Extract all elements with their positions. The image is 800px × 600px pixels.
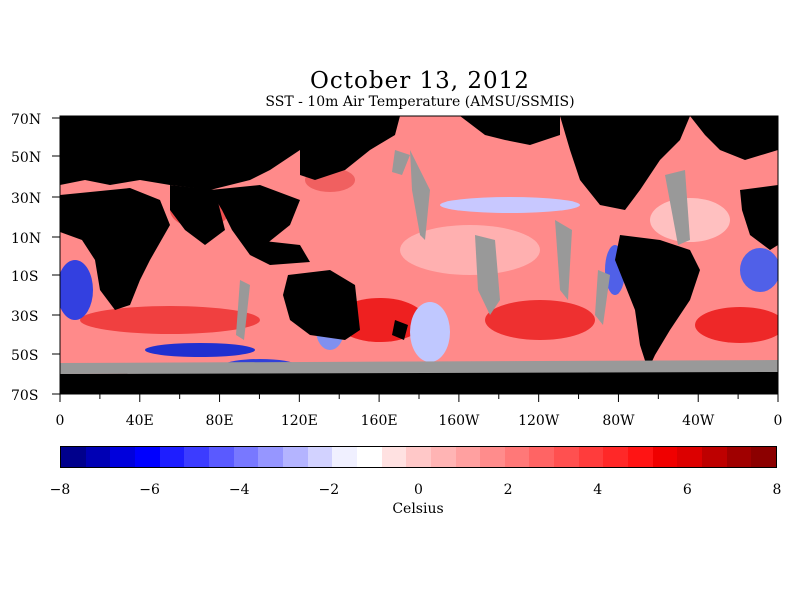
anomaly-patches <box>60 168 778 378</box>
colorbar-swatch <box>110 447 135 467</box>
colorbar-swatch <box>307 447 333 467</box>
lat-label: 30N <box>11 191 42 207</box>
colorbar-units: Celsius <box>392 501 444 517</box>
lon-label: 40E <box>125 413 154 429</box>
lat-label: 50S <box>11 348 39 364</box>
lat-label: 10S <box>11 269 39 285</box>
colorbar-swatch <box>529 447 555 467</box>
lon-label: 0 <box>773 413 783 429</box>
colorbar <box>60 446 777 468</box>
colorbar-swatch <box>208 447 234 467</box>
colorbar-swatch <box>603 447 629 467</box>
colorbar-tick-label: 4 <box>593 482 603 498</box>
colorbar-tick-label: 0 <box>414 482 423 498</box>
colorbar-swatch <box>61 447 86 467</box>
lat-label: 50N <box>11 150 42 166</box>
colorbar-tick-label: −8 <box>49 482 71 498</box>
colorbar-swatch <box>332 447 357 467</box>
colorbar-tick-label: 6 <box>682 482 692 498</box>
colorbar-swatch <box>504 447 530 467</box>
colorbar-swatch <box>480 447 505 467</box>
colorbar-tick-label: 8 <box>772 482 782 498</box>
colorbar-swatch <box>677 447 703 467</box>
lon-label: 40W <box>682 413 715 429</box>
colorbar-swatch <box>233 447 259 467</box>
chart-title: October 13, 2012 <box>310 68 530 94</box>
colorbar-tick-label: 2 <box>503 482 513 498</box>
colorbar-swatch <box>134 447 160 467</box>
lat-label: 10N <box>11 231 42 247</box>
colorbar-swatch <box>356 447 382 467</box>
colorbar-swatch <box>406 447 431 467</box>
colorbar-swatch <box>726 447 752 467</box>
lon-label: 80E <box>205 413 234 429</box>
map-ticks <box>52 117 779 402</box>
lat-label: 70S <box>11 388 39 404</box>
lon-label: 80W <box>602 413 635 429</box>
colorbar-swatch <box>702 447 727 467</box>
colorbar-swatch <box>282 447 308 467</box>
lon-label: 120W <box>518 413 560 429</box>
colorbar-swatch <box>578 447 604 467</box>
no-data-swaths <box>60 150 778 374</box>
chart-subtitle: SST - 10m Air Temperature (AMSU/SSMIS) <box>265 94 575 110</box>
colorbar-swatch <box>554 447 579 467</box>
colorbar-swatch <box>652 447 678 467</box>
colorbar-swatch <box>159 447 185 467</box>
lon-label: 120E <box>280 413 318 429</box>
lon-label: 0 <box>55 413 65 429</box>
colorbar-swatch <box>381 447 407 467</box>
colorbar-tick-label: −2 <box>318 482 340 498</box>
colorbar-tick-label: −6 <box>139 482 160 498</box>
colorbar-tick-label: −4 <box>228 482 250 498</box>
lat-label: 70N <box>11 112 42 128</box>
colorbar-swatch <box>258 447 283 467</box>
colorbar-swatch <box>430 447 456 467</box>
colorbar-swatch <box>85 447 111 467</box>
lon-label: 160E <box>360 413 398 429</box>
colorbar-swatch <box>751 447 777 467</box>
colorbar-swatch <box>455 447 481 467</box>
colorbar-swatch <box>628 447 653 467</box>
land <box>60 116 778 394</box>
lon-label: 160W <box>438 413 480 429</box>
lat-label: 30S <box>11 309 39 325</box>
colorbar-swatch <box>184 447 209 467</box>
